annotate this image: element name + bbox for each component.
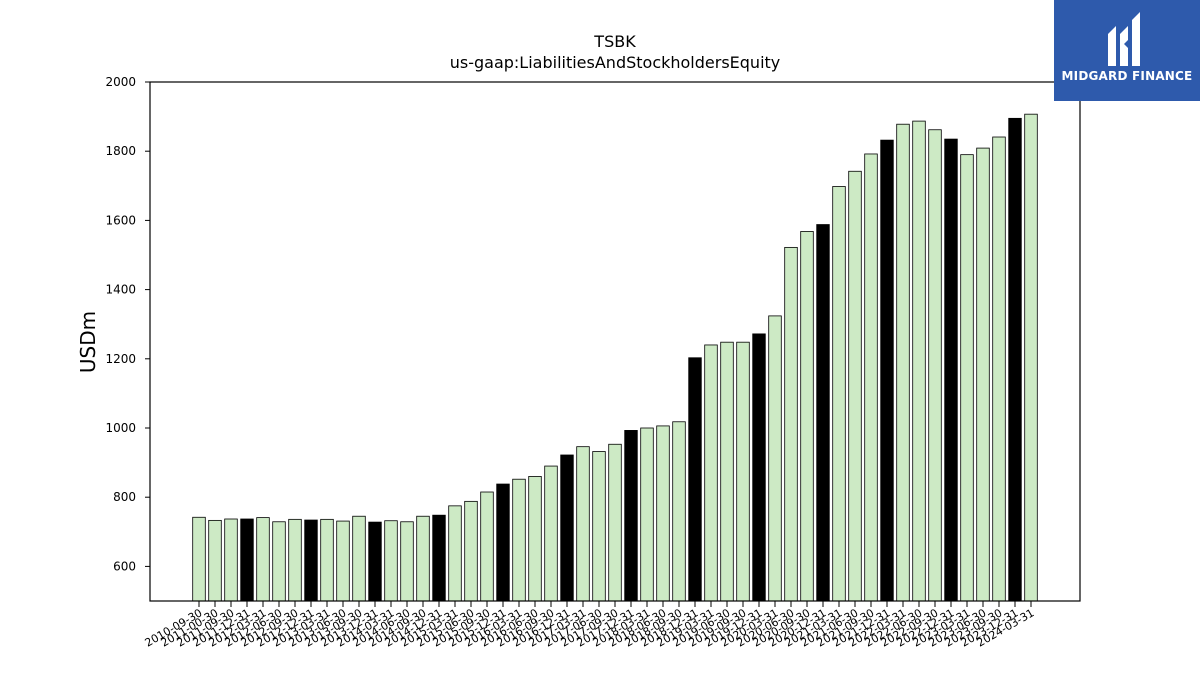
brand-mark-icon — [1108, 12, 1140, 66]
bar-2010-09-30 — [192, 516, 206, 602]
bar-2020-06-30 — [816, 224, 830, 602]
bar-2013-09-30 — [384, 520, 398, 602]
bar-2013-03-31 — [352, 515, 366, 602]
bar-2012-03-31 — [288, 518, 302, 602]
bar-2019-03-31 — [736, 341, 750, 602]
bar-2019-09-30 — [768, 315, 782, 602]
bar-2023-06-30 — [1008, 117, 1022, 602]
y-axis-label: USDm — [76, 311, 100, 373]
bar-2016-03-31 — [544, 465, 558, 602]
bar-2017-06-30 — [624, 430, 638, 602]
bars-group — [192, 113, 1038, 602]
brand-logo: MIDGARD FINANCE — [1054, 0, 1200, 101]
bar-2011-09-30 — [256, 517, 270, 602]
y-tick-label: 2000 — [105, 75, 136, 89]
bar-2022-09-30 — [960, 154, 974, 602]
y-tick-label: 600 — [113, 559, 136, 573]
bar-2015-12-31 — [528, 476, 542, 602]
bar-2018-06-30 — [688, 357, 702, 602]
bar-2019-12-31 — [784, 246, 798, 602]
bar-2018-03-31 — [672, 421, 686, 602]
chart-title: TSBK — [594, 32, 636, 51]
bar-2016-12-31 — [592, 451, 606, 602]
bar-2013-06-30 — [368, 521, 382, 602]
bar-2017-03-31 — [608, 443, 622, 602]
brand-name: MIDGARD FINANCE — [1061, 69, 1193, 83]
bar-2014-09-30 — [448, 505, 462, 602]
bar-2020-03-31 — [800, 231, 814, 602]
bar-2021-06-30 — [880, 139, 894, 602]
bar-2016-09-30 — [576, 446, 590, 602]
bar-2012-09-30 — [320, 518, 334, 602]
bar-2012-12-31 — [336, 520, 350, 602]
bar-2021-12-31 — [912, 120, 926, 602]
bar-2013-12-31 — [400, 521, 414, 602]
bar-2022-03-31 — [928, 129, 942, 602]
bar-2011-03-31 — [224, 518, 238, 602]
bar-2010-12-31 — [208, 519, 222, 602]
y-axis: 600 800 1000 1200 1400 1600 1800 2000 — [105, 75, 150, 573]
bar-2023-09-30 — [1024, 113, 1038, 602]
bar-2011-06-30 — [240, 518, 254, 602]
y-tick-label: 1000 — [105, 421, 136, 435]
bar-2021-03-31 — [864, 153, 878, 602]
bar-2018-09-30 — [704, 344, 718, 602]
bar-2014-06-30 — [432, 514, 446, 602]
bar-2021-09-30 — [896, 123, 910, 602]
bar-2011-12-31 — [272, 521, 286, 602]
bar-2016-06-30 — [560, 454, 574, 602]
bar-2017-09-30 — [640, 427, 654, 602]
bar-2020-09-30 — [832, 186, 846, 602]
bar-2012-06-30 — [304, 519, 318, 602]
bar-2015-06-30 — [496, 483, 510, 602]
x-axis: 2010-09-302011-00-302011-09-302011-12-31… — [143, 601, 1037, 650]
plot-frame — [149, 81, 1081, 602]
bar-2019-06-30 — [752, 333, 766, 602]
bar-2023-03-31 — [992, 136, 1006, 602]
bar-2015-03-31 — [480, 491, 494, 602]
bar-2022-06-30 — [944, 138, 958, 602]
bar-2014-12-31 — [464, 500, 478, 602]
y-tick-label: 1800 — [105, 144, 136, 158]
bar-2015-09-30 — [512, 478, 526, 602]
chart-subtitle: us-gaap:LiabilitiesAndStockholdersEquity — [449, 53, 781, 72]
y-tick-label: 1200 — [105, 352, 136, 366]
y-tick-label: 800 — [113, 490, 136, 504]
y-tick-label: 1600 — [105, 213, 136, 227]
bar-2018-12-31 — [720, 341, 734, 602]
bar-2022-12-31 — [976, 147, 990, 602]
bar-2017-12-31 — [656, 425, 670, 602]
y-tick-label: 1400 — [105, 283, 136, 297]
bar-2020-12-31 — [848, 170, 862, 602]
bar-2014-03-31 — [416, 515, 430, 602]
